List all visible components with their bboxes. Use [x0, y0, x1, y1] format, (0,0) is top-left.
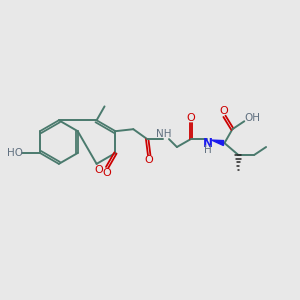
Polygon shape	[212, 140, 224, 145]
Text: N: N	[202, 136, 213, 150]
Text: H: H	[204, 145, 212, 155]
Text: NH: NH	[156, 129, 172, 139]
Text: O: O	[145, 155, 154, 165]
Text: HO: HO	[7, 148, 23, 158]
Text: O: O	[103, 167, 111, 178]
Text: O: O	[94, 165, 103, 175]
Text: O: O	[219, 106, 228, 116]
Text: O: O	[186, 113, 195, 123]
Text: OH: OH	[244, 113, 260, 123]
